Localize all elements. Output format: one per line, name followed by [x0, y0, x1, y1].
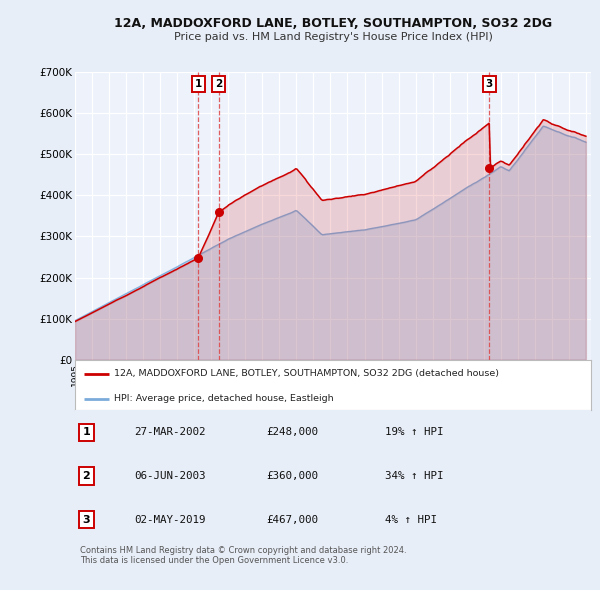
Text: 27-MAR-2002: 27-MAR-2002 — [134, 427, 206, 437]
Text: 2: 2 — [215, 79, 222, 89]
Text: 12A, MADDOXFORD LANE, BOTLEY, SOUTHAMPTON, SO32 2DG (detached house): 12A, MADDOXFORD LANE, BOTLEY, SOUTHAMPTO… — [114, 369, 499, 378]
Text: 12A, MADDOXFORD LANE, BOTLEY, SOUTHAMPTON, SO32 2DG: 12A, MADDOXFORD LANE, BOTLEY, SOUTHAMPTO… — [114, 17, 552, 30]
Text: 1: 1 — [82, 427, 90, 437]
Text: Price paid vs. HM Land Registry's House Price Index (HPI): Price paid vs. HM Land Registry's House … — [173, 32, 493, 42]
Text: 3: 3 — [83, 515, 90, 525]
Text: Contains HM Land Registry data © Crown copyright and database right 2024.
This d: Contains HM Land Registry data © Crown c… — [80, 546, 407, 565]
Text: 1: 1 — [194, 79, 202, 89]
Text: £467,000: £467,000 — [266, 515, 318, 525]
Text: HPI: Average price, detached house, Eastleigh: HPI: Average price, detached house, East… — [114, 394, 334, 403]
Text: £248,000: £248,000 — [266, 427, 318, 437]
Text: 4% ↑ HPI: 4% ↑ HPI — [385, 515, 437, 525]
Text: 02-MAY-2019: 02-MAY-2019 — [134, 515, 206, 525]
Text: £360,000: £360,000 — [266, 471, 318, 481]
Text: 06-JUN-2003: 06-JUN-2003 — [134, 471, 206, 481]
Text: 34% ↑ HPI: 34% ↑ HPI — [385, 471, 443, 481]
Text: 19% ↑ HPI: 19% ↑ HPI — [385, 427, 443, 437]
Text: 3: 3 — [486, 79, 493, 89]
Text: 2: 2 — [82, 471, 90, 481]
